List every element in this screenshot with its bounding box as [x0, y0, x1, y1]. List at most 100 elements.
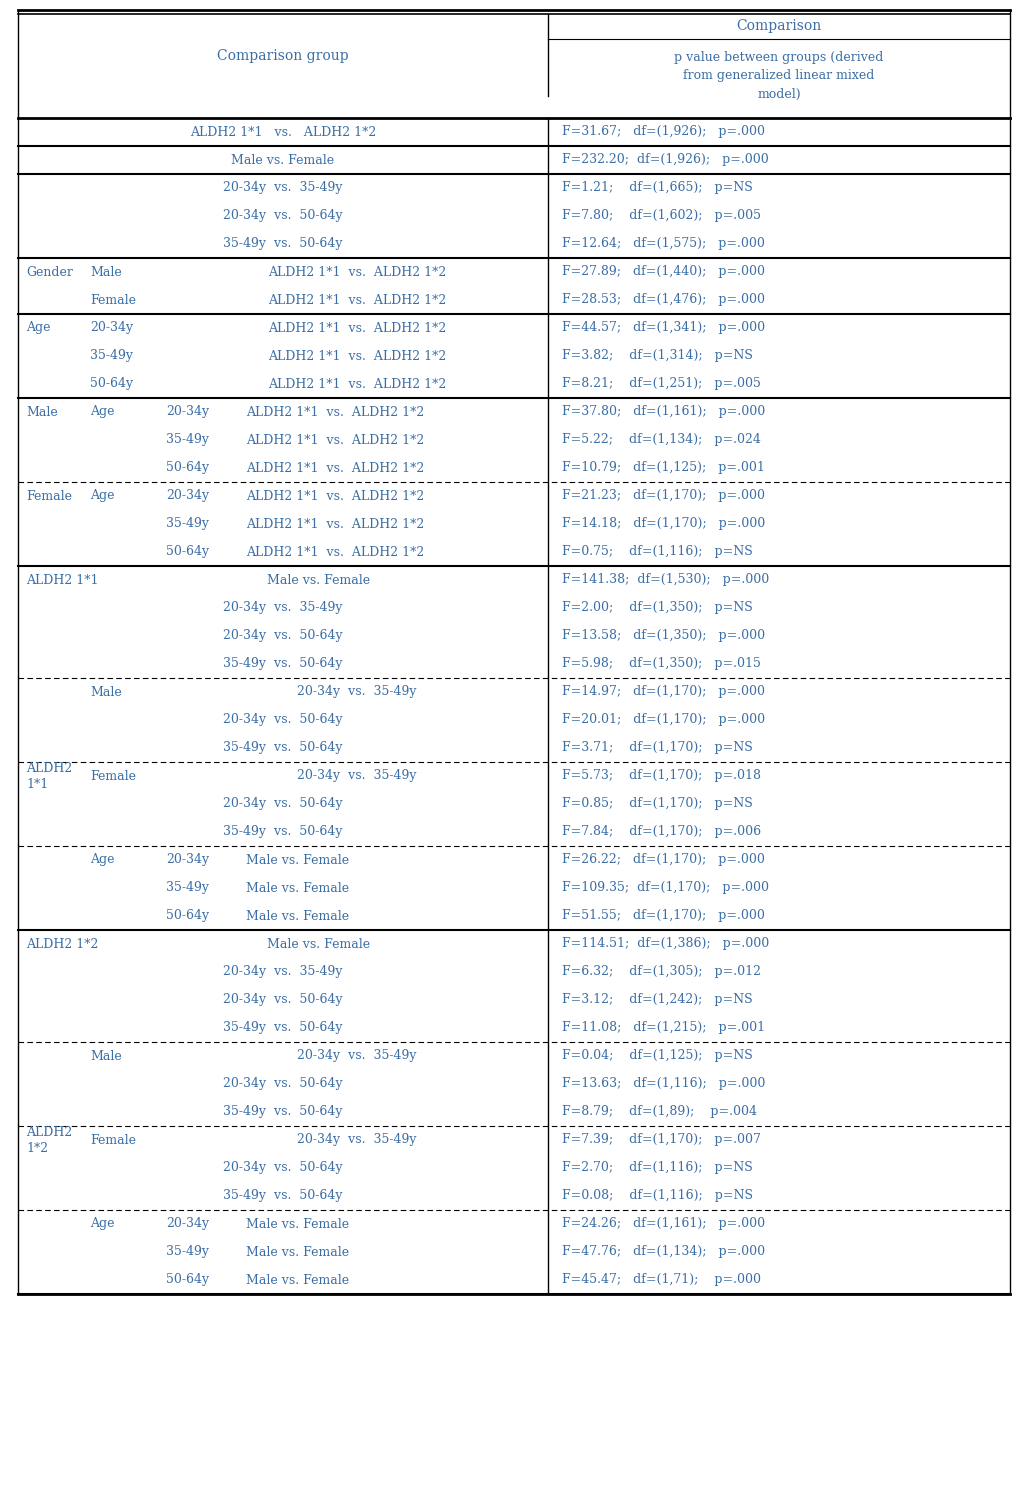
Text: F=37.80;   df=(1,161);   p=.000: F=37.80; df=(1,161); p=.000	[562, 405, 766, 419]
Text: F=20.01;   df=(1,170);   p=.000: F=20.01; df=(1,170); p=.000	[562, 713, 765, 726]
Text: 35-49y: 35-49y	[166, 1246, 209, 1258]
Text: Male vs. Female: Male vs. Female	[246, 1274, 350, 1286]
Text: F=5.22;    df=(1,134);   p=.024: F=5.22; df=(1,134); p=.024	[562, 434, 761, 447]
Text: ALDH2 1*1: ALDH2 1*1	[26, 573, 98, 587]
Text: F=2.70;    df=(1,116);   p=NS: F=2.70; df=(1,116); p=NS	[562, 1161, 752, 1175]
Text: Male vs. Female: Male vs. Female	[268, 937, 371, 950]
Text: ALDH2 1*1  vs.  ALDH2 1*2: ALDH2 1*1 vs. ALDH2 1*2	[246, 545, 424, 558]
Text: 35-49y  vs.  50-64y: 35-49y vs. 50-64y	[223, 826, 342, 839]
Text: ALDH2
1*2: ALDH2 1*2	[26, 1126, 72, 1154]
Text: F=8.79;    df=(1,89);    p=.004: F=8.79; df=(1,89); p=.004	[562, 1105, 757, 1118]
Text: 35-49y  vs.  50-64y: 35-49y vs. 50-64y	[223, 1022, 342, 1035]
Text: 20-34y  vs.  50-64y: 20-34y vs. 50-64y	[223, 993, 342, 1007]
Text: 50-64y: 50-64y	[166, 462, 209, 475]
Text: Female: Female	[90, 1133, 136, 1146]
Text: 20-34y: 20-34y	[90, 321, 133, 334]
Text: Age: Age	[90, 854, 115, 867]
Text: F=7.84;    df=(1,170);   p=.006: F=7.84; df=(1,170); p=.006	[562, 826, 762, 839]
Text: 20-34y  vs.  35-49y: 20-34y vs. 35-49y	[223, 965, 342, 979]
Text: Male vs. Female: Male vs. Female	[246, 882, 350, 894]
Text: 35-49y: 35-49y	[166, 882, 209, 894]
Text: Gender: Gender	[26, 266, 73, 279]
Text: Male vs. Female: Male vs. Female	[246, 1218, 350, 1231]
Text: p value between groups (derived
from generalized linear mixed
model): p value between groups (derived from gen…	[674, 52, 884, 101]
Text: 20-34y: 20-34y	[166, 405, 209, 419]
Text: 20-34y  vs.  50-64y: 20-34y vs. 50-64y	[223, 209, 342, 223]
Text: F=6.32;    df=(1,305);   p=.012: F=6.32; df=(1,305); p=.012	[562, 965, 761, 979]
Text: ALDH2 1*1  vs.  ALDH2 1*2: ALDH2 1*1 vs. ALDH2 1*2	[246, 434, 424, 447]
Text: Age: Age	[90, 1218, 115, 1231]
Text: Age: Age	[26, 321, 50, 334]
Text: F=13.63;   df=(1,116);   p=.000: F=13.63; df=(1,116); p=.000	[562, 1078, 766, 1090]
Text: F=51.55;   df=(1,170);   p=.000: F=51.55; df=(1,170); p=.000	[562, 909, 765, 922]
Text: ALDH2
1*1: ALDH2 1*1	[26, 762, 72, 790]
Text: ALDH2 1*1  vs.  ALDH2 1*2: ALDH2 1*1 vs. ALDH2 1*2	[268, 321, 446, 334]
Text: F=13.58;   df=(1,350);   p=.000: F=13.58; df=(1,350); p=.000	[562, 630, 765, 643]
Text: Male vs. Female: Male vs. Female	[246, 854, 350, 867]
Text: 20-34y  vs.  35-49y: 20-34y vs. 35-49y	[223, 181, 342, 195]
Text: ALDH2 1*1  vs.  ALDH2 1*2: ALDH2 1*1 vs. ALDH2 1*2	[246, 462, 424, 475]
Text: Female: Female	[90, 294, 136, 306]
Text: 50-64y: 50-64y	[166, 1274, 209, 1286]
Text: F=232.20;  df=(1,926);   p=.000: F=232.20; df=(1,926); p=.000	[562, 153, 769, 166]
Text: F=21.23;   df=(1,170);   p=.000: F=21.23; df=(1,170); p=.000	[562, 490, 765, 502]
Text: 35-49y  vs.  50-64y: 35-49y vs. 50-64y	[223, 238, 342, 251]
Text: Male: Male	[26, 405, 57, 419]
Text: Female: Female	[90, 769, 136, 783]
Text: 20-34y: 20-34y	[166, 1218, 209, 1231]
Text: Male: Male	[90, 686, 122, 698]
Text: F=109.35;  df=(1,170);   p=.000: F=109.35; df=(1,170); p=.000	[562, 882, 769, 894]
Text: F=2.00;    df=(1,350);   p=NS: F=2.00; df=(1,350); p=NS	[562, 601, 752, 615]
Text: ALDH2 1*1  vs.  ALDH2 1*2: ALDH2 1*1 vs. ALDH2 1*2	[268, 349, 446, 362]
Text: F=5.98;    df=(1,350);   p=.015: F=5.98; df=(1,350); p=.015	[562, 658, 761, 671]
Text: F=28.53;   df=(1,476);   p=.000: F=28.53; df=(1,476); p=.000	[562, 294, 765, 306]
Text: 20-34y: 20-34y	[166, 854, 209, 867]
Text: ALDH2 1*1  vs.  ALDH2 1*2: ALDH2 1*1 vs. ALDH2 1*2	[246, 490, 424, 502]
Text: 20-34y  vs.  35-49y: 20-34y vs. 35-49y	[297, 769, 417, 783]
Text: ALDH2 1*1  vs.  ALDH2 1*2: ALDH2 1*1 vs. ALDH2 1*2	[268, 377, 446, 391]
Text: 50-64y: 50-64y	[166, 909, 209, 922]
Text: ALDH2 1*1  vs.  ALDH2 1*2: ALDH2 1*1 vs. ALDH2 1*2	[246, 517, 424, 530]
Text: F=0.04;    df=(1,125);   p=NS: F=0.04; df=(1,125); p=NS	[562, 1050, 752, 1062]
Text: F=3.12;    df=(1,242);   p=NS: F=3.12; df=(1,242); p=NS	[562, 993, 752, 1007]
Text: 35-49y: 35-49y	[166, 517, 209, 530]
Text: Age: Age	[90, 490, 115, 502]
Text: F=5.73;    df=(1,170);   p=.018: F=5.73; df=(1,170); p=.018	[562, 769, 761, 783]
Text: F=47.76;   df=(1,134);   p=.000: F=47.76; df=(1,134); p=.000	[562, 1246, 765, 1258]
Text: 35-49y: 35-49y	[166, 434, 209, 447]
Text: F=31.67;   df=(1,926);   p=.000: F=31.67; df=(1,926); p=.000	[562, 126, 765, 138]
Text: F=14.97;   df=(1,170);   p=.000: F=14.97; df=(1,170); p=.000	[562, 686, 765, 698]
Text: F=27.89;   df=(1,440);   p=.000: F=27.89; df=(1,440); p=.000	[562, 266, 765, 279]
Text: F=45.47;   df=(1,71);    p=.000: F=45.47; df=(1,71); p=.000	[562, 1274, 761, 1286]
Text: F=12.64;   df=(1,575);   p=.000: F=12.64; df=(1,575); p=.000	[562, 238, 765, 251]
Text: 35-49y  vs.  50-64y: 35-49y vs. 50-64y	[223, 658, 342, 671]
Text: F=7.80;    df=(1,602);   p=.005: F=7.80; df=(1,602); p=.005	[562, 209, 761, 223]
Text: Male vs. Female: Male vs. Female	[268, 573, 371, 587]
Text: ALDH2 1*1   vs.   ALDH2 1*2: ALDH2 1*1 vs. ALDH2 1*2	[190, 126, 376, 138]
Text: Female: Female	[26, 490, 72, 502]
Text: 20-34y: 20-34y	[166, 490, 209, 502]
Text: F=114.51;  df=(1,386);   p=.000: F=114.51; df=(1,386); p=.000	[562, 937, 769, 950]
Text: 50-64y: 50-64y	[166, 545, 209, 558]
Text: 20-34y  vs.  50-64y: 20-34y vs. 50-64y	[223, 1161, 342, 1175]
Text: 35-49y  vs.  50-64y: 35-49y vs. 50-64y	[223, 1189, 342, 1203]
Text: ALDH2 1*1  vs.  ALDH2 1*2: ALDH2 1*1 vs. ALDH2 1*2	[246, 405, 424, 419]
Text: F=24.26;   df=(1,161);   p=.000: F=24.26; df=(1,161); p=.000	[562, 1218, 765, 1231]
Text: 20-34y  vs.  35-49y: 20-34y vs. 35-49y	[223, 601, 342, 615]
Text: 35-49y  vs.  50-64y: 35-49y vs. 50-64y	[223, 741, 342, 754]
Text: 20-34y  vs.  35-49y: 20-34y vs. 35-49y	[297, 1133, 417, 1146]
Text: Comparison group: Comparison group	[217, 49, 348, 62]
Text: Comparison: Comparison	[736, 19, 822, 33]
Text: ALDH2 1*2: ALDH2 1*2	[26, 937, 98, 950]
Text: 20-34y  vs.  35-49y: 20-34y vs. 35-49y	[297, 1050, 417, 1062]
Text: Male: Male	[90, 1050, 122, 1062]
Text: 20-34y  vs.  50-64y: 20-34y vs. 50-64y	[223, 797, 342, 811]
Text: F=141.38;  df=(1,530);   p=.000: F=141.38; df=(1,530); p=.000	[562, 573, 769, 587]
Text: F=10.79;   df=(1,125);   p=.001: F=10.79; df=(1,125); p=.001	[562, 462, 765, 475]
Text: 20-34y  vs.  50-64y: 20-34y vs. 50-64y	[223, 1078, 342, 1090]
Text: Male vs. Female: Male vs. Female	[232, 153, 334, 166]
Text: 35-49y  vs.  50-64y: 35-49y vs. 50-64y	[223, 1105, 342, 1118]
Text: F=7.39;    df=(1,170);   p=.007: F=7.39; df=(1,170); p=.007	[562, 1133, 761, 1146]
Text: 20-34y  vs.  50-64y: 20-34y vs. 50-64y	[223, 630, 342, 643]
Text: F=0.85;    df=(1,170);   p=NS: F=0.85; df=(1,170); p=NS	[562, 797, 752, 811]
